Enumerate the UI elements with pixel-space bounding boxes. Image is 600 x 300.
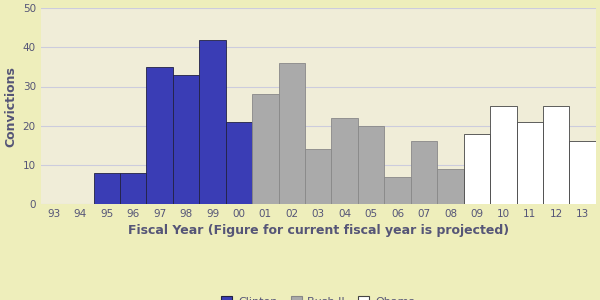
Bar xyxy=(94,173,120,204)
Bar xyxy=(199,40,226,204)
Bar xyxy=(146,67,173,204)
X-axis label: Fiscal Year (Figure for current fiscal year is projected): Fiscal Year (Figure for current fiscal y… xyxy=(128,224,509,237)
Bar xyxy=(331,118,358,204)
Bar xyxy=(173,75,199,204)
Bar xyxy=(278,63,305,204)
Bar xyxy=(305,149,331,204)
Bar xyxy=(517,122,543,204)
Bar xyxy=(437,169,464,204)
Bar xyxy=(385,177,411,204)
Legend: Clinton, Bush II, Obama: Clinton, Bush II, Obama xyxy=(217,292,420,300)
Bar xyxy=(490,106,517,204)
Bar xyxy=(252,94,278,204)
Bar xyxy=(358,126,385,204)
Bar xyxy=(120,173,146,204)
Y-axis label: Convictions: Convictions xyxy=(4,66,17,146)
Bar xyxy=(464,134,490,204)
Bar xyxy=(226,122,252,204)
Bar xyxy=(411,141,437,204)
Bar xyxy=(569,141,596,204)
Bar xyxy=(543,106,569,204)
